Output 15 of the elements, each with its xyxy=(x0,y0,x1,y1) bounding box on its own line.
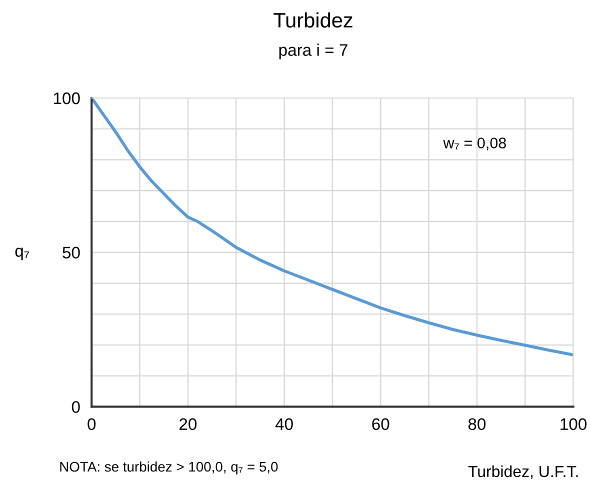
y-tick-label: 50 xyxy=(62,246,80,259)
x-axis-title: Turbidez, U.F.T. xyxy=(468,465,578,480)
y-tick-label: 100 xyxy=(54,92,80,104)
x-tick-label: 20 xyxy=(180,418,197,430)
x-tick-label: 40 xyxy=(275,418,293,430)
y-tick-label: 0 xyxy=(72,401,80,413)
chart-title: Turbidez xyxy=(274,12,352,28)
y-axis-title: q₇ xyxy=(15,248,30,260)
chart-subtitle: para i = 7 xyxy=(279,44,348,60)
text: NOTA: se turbidez > 100,0, q₇ = 5,0 xyxy=(60,461,278,474)
annotation: w₇ = 0,08 xyxy=(443,138,506,150)
x-tick-label: 80 xyxy=(468,418,486,430)
x-tick-label: 0 xyxy=(88,418,96,430)
x-tick-label: 100 xyxy=(560,418,587,430)
x-tick-label: 60 xyxy=(372,418,390,430)
